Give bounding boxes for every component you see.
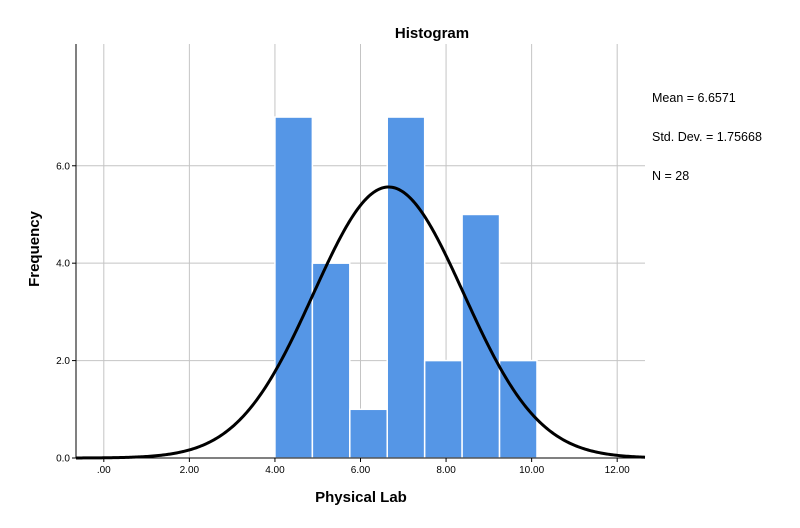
histogram-bar-3 <box>386 116 426 459</box>
histogram-bar-0 <box>274 116 314 459</box>
std-dev-stat: Std. Dev. = 1.75668 <box>652 130 762 144</box>
x-tick-label-2: 4.00 <box>265 465 285 476</box>
x-tick-label-0: .00 <box>97 465 111 476</box>
y-tick-label-2: 4.0 <box>56 259 70 270</box>
grid-lines <box>76 44 645 458</box>
stats-box: Mean = 6.6571 Std. Dev. = 1.75668 N = 28 <box>652 66 762 196</box>
x-tick-label-3: 6.00 <box>351 465 371 476</box>
tick-labels: .00 2.00 4.00 6.00 8.00 10.00 12.00 0.0 2.0 4.0 6.… <box>56 161 630 476</box>
histogram-bar-1 <box>311 262 351 459</box>
x-tick-label-1: 2.00 <box>180 465 200 476</box>
histogram-bar-4 <box>423 359 463 459</box>
axes <box>72 44 645 462</box>
mean-stat: Mean = 6.6571 <box>652 91 736 105</box>
y-tick-label-1: 2.0 <box>56 356 70 367</box>
y-axis-label: Frequency <box>26 210 43 287</box>
n-stat: N = 28 <box>652 169 690 183</box>
normal-curve-layer <box>76 185 646 460</box>
chart-title: Histogram <box>395 25 469 42</box>
histogram-bar-2 <box>349 408 388 459</box>
y-tick-label-3: 6.0 <box>56 161 70 172</box>
normal-curve <box>76 185 646 460</box>
y-tick-label-0: 0.0 <box>56 454 70 465</box>
x-tick-label-5: 10.00 <box>519 465 544 476</box>
x-tick-label-6: 12.00 <box>605 465 630 476</box>
x-axis-label: Physical Lab <box>315 489 407 506</box>
histogram-bar-5 <box>461 213 501 459</box>
histogram-bars <box>274 116 538 459</box>
x-tick-label-4: 8.00 <box>436 465 456 476</box>
